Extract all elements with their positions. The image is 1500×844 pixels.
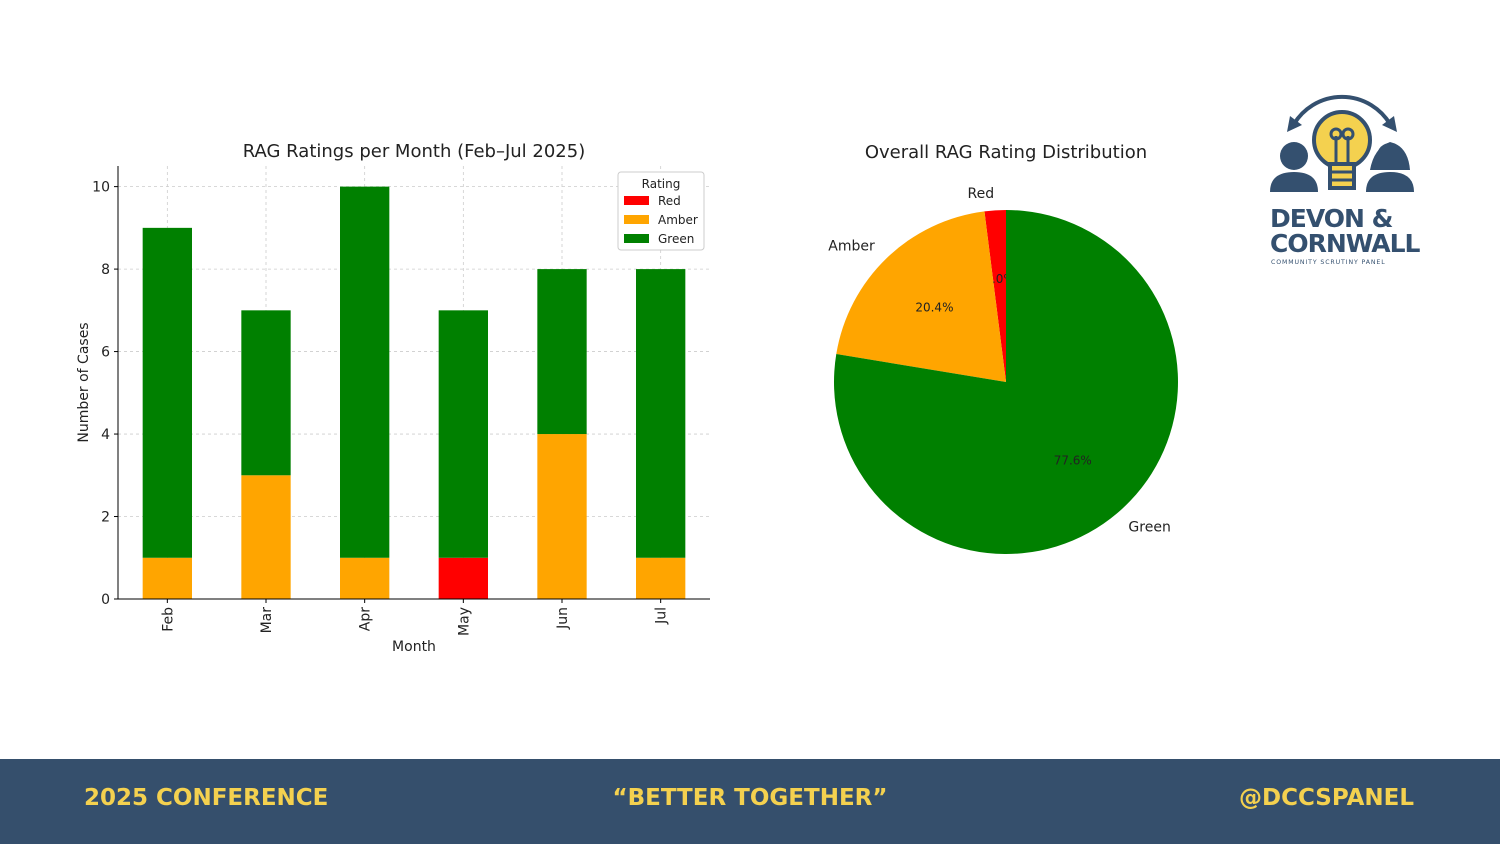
bar-amber-jul: [636, 557, 686, 599]
legend-title: Rating: [642, 177, 681, 191]
pie-label-green: Green: [1128, 519, 1170, 535]
y-tick-label: 4: [101, 427, 110, 443]
legend-box: [617, 171, 705, 251]
bar-amber-feb: [142, 557, 192, 599]
footer-slogan: “BETTER TOGETHER”: [612, 785, 888, 811]
bar-green-feb: [142, 227, 192, 558]
x-tick-label-mar: Mar: [259, 607, 275, 634]
logo: DEVON & CORNWALL COMMUNITY SCRUTINY PANE…: [1262, 80, 1422, 270]
footer-handle[interactable]: @DCCSPANEL: [1238, 785, 1414, 811]
pie-slice-amber: [836, 211, 1006, 382]
x-tick-label-feb: Feb: [160, 607, 176, 632]
legend-swatch-green: [624, 234, 649, 243]
pie-pct-label-green: 77.6%: [1054, 454, 1092, 468]
pie-label-amber: Amber: [828, 239, 875, 255]
bar-green-apr: [340, 186, 390, 558]
bar-amber-apr: [340, 557, 390, 599]
y-tick-label: 2: [101, 510, 110, 526]
x-tick-label-jun: Jun: [555, 607, 571, 630]
legend-swatch-red: [624, 196, 649, 205]
bar-green-jul: [636, 269, 686, 558]
pie-chart-title: Overall RAG Rating Distribution: [865, 142, 1147, 163]
x-tick-label-may: May: [456, 607, 472, 636]
legend-swatch-amber: [624, 215, 649, 224]
bar-amber-jun: [537, 434, 587, 599]
lightbulb-people-icon: [1270, 94, 1414, 192]
pie-pct-label-amber: 20.4%: [915, 301, 953, 315]
pie-slice-green: [834, 210, 1178, 554]
y-tick-label: 0: [101, 592, 110, 608]
pie-slice-red: [984, 210, 1006, 382]
x-tick-label-apr: Apr: [358, 607, 374, 631]
bar-amber-mar: [241, 475, 291, 599]
y-tick-label: 10: [92, 180, 110, 196]
footer-bar: 2025 CONFERENCE “BETTER TOGETHER” @DCCSP…: [0, 759, 1500, 844]
y-axis-label: Number of Cases: [76, 322, 92, 442]
y-tick-label: 8: [101, 262, 110, 278]
logo-line2: CORNWALL: [1270, 229, 1420, 258]
pie-label-red: Red: [968, 186, 995, 202]
bar-green-may: [438, 310, 488, 558]
bar-chart-title: RAG Ratings per Month (Feb–Jul 2025): [243, 141, 586, 162]
y-tick-label: 6: [101, 345, 110, 361]
footer-conference: 2025 CONFERENCE: [84, 785, 329, 811]
bar-chart: 0 2 4 6 8 10 Feb Mar Apr May Jun Jul RAG Ratings per…: [76, 141, 710, 655]
bar-green-mar: [241, 310, 291, 476]
bar-green-jun: [537, 269, 587, 435]
bar-red-may: [438, 557, 488, 599]
legend-label-red: Red: [658, 194, 681, 208]
logo-subtitle: COMMUNITY SCRUTINY PANEL: [1271, 259, 1386, 266]
legend-label-green: Green: [658, 232, 694, 246]
legend-label-amber: Amber: [658, 213, 698, 227]
x-axis-label: Month: [392, 639, 436, 655]
x-tick-label-jul: Jul: [654, 607, 670, 625]
logo-line1: DEVON &: [1270, 204, 1393, 233]
